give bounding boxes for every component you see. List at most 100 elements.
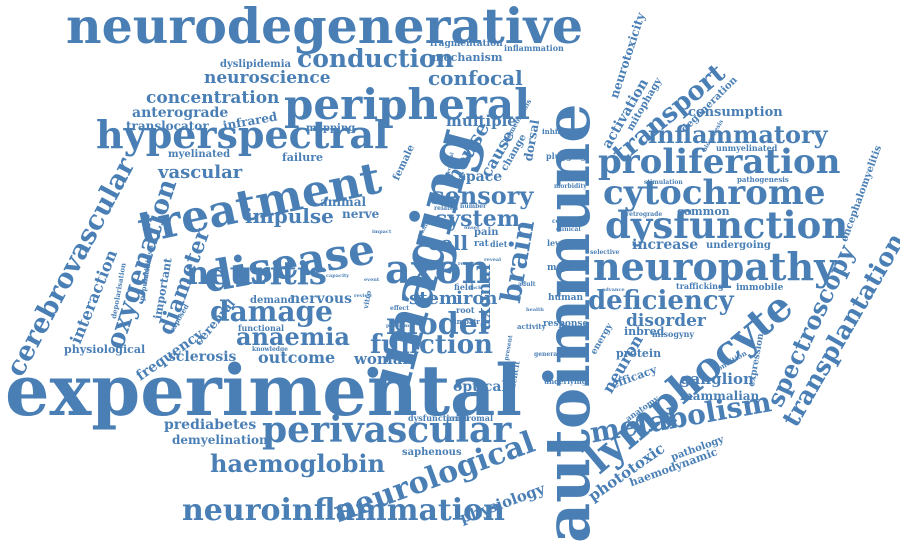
- word-physiological: physiological: [64, 343, 146, 356]
- word-axon: axon: [385, 246, 491, 293]
- word-function: function: [370, 330, 493, 360]
- word-adult: adult: [518, 281, 536, 288]
- word-saphenous: saphenous: [402, 447, 462, 458]
- word-impact: impact: [372, 229, 392, 235]
- word-clinical: clinical: [556, 226, 581, 233]
- word-inflammation: inflammation: [504, 43, 564, 53]
- word-deficiency: deficiency: [588, 286, 734, 316]
- word-impulse: impulse: [245, 204, 334, 228]
- word-mapping: mapping: [306, 123, 356, 134]
- word-correlate: correlate: [552, 218, 583, 225]
- word-review: review: [354, 293, 373, 299]
- word-retrograde: retrograde: [626, 211, 663, 218]
- word-animal: animal: [320, 195, 367, 209]
- word-outcome: outcome: [258, 348, 336, 367]
- word-number: number: [460, 203, 487, 210]
- word-activity: activity: [517, 322, 546, 331]
- word-root: root: [456, 305, 475, 315]
- word-disorder: disorder: [626, 311, 706, 331]
- word-functional: functional: [238, 323, 285, 333]
- word-human: human: [548, 293, 583, 303]
- word-common: common: [677, 205, 730, 218]
- word-effect: effect: [390, 305, 409, 312]
- word-pain: pain: [474, 227, 499, 238]
- word-neurodegenerative: neurodegenerative: [66, 0, 584, 55]
- word-increase: increase: [632, 237, 699, 253]
- word-advance: advance: [602, 287, 625, 293]
- word-mammalian: mammalian: [680, 389, 760, 403]
- word-knowledge: knowledge: [252, 346, 288, 353]
- word-underlying: underlying: [544, 377, 587, 386]
- word-misogyny: misogyny: [652, 329, 695, 339]
- word-damage: damage: [210, 295, 333, 328]
- word-reveal: reveal: [484, 257, 502, 263]
- word-vascular: vascular: [158, 162, 243, 183]
- word-stimulation: stimulation: [644, 179, 683, 186]
- word-experimental: experimental: [5, 349, 523, 432]
- word-capacity: capacity: [326, 273, 350, 279]
- word-rat: rat: [474, 239, 489, 249]
- word-neuroinflammation: neuroinflammation: [182, 493, 505, 528]
- word-lack: lack: [470, 285, 482, 291]
- word-stem: stem: [409, 288, 458, 309]
- word-translocator: translocator: [126, 119, 209, 133]
- word-hyperspectral: hyperspectral: [96, 112, 389, 157]
- word-optical: optical: [453, 379, 507, 395]
- word-health: health: [526, 307, 544, 313]
- word-model: model: [386, 307, 490, 342]
- word-sensory: sensory: [431, 181, 534, 210]
- word-anaemia: anaemia: [236, 322, 350, 351]
- word-diabetic: diabetic: [433, 181, 456, 187]
- word-demand: demand: [250, 295, 295, 306]
- word-inflammatory: inflammatory: [648, 120, 828, 149]
- word-system: system: [435, 206, 520, 232]
- word-nervous: nervous: [290, 291, 352, 307]
- word-proliferation: proliferation: [598, 142, 841, 182]
- word-neuroscience: neuroscience: [204, 68, 331, 88]
- word-ganglion: ganglion: [680, 370, 754, 388]
- word-fragmentation: fragmentation: [430, 39, 503, 49]
- word-demyelination: demyelination: [172, 433, 268, 447]
- word-anterograde: anterograde: [132, 105, 229, 121]
- word-nerve: nerve: [342, 207, 380, 221]
- word-iron: iron: [456, 288, 498, 309]
- word-failure: failure: [282, 151, 324, 164]
- word-diet: diet: [490, 239, 508, 249]
- word-confocal: confocal: [428, 66, 523, 90]
- word-haemoglobin: haemoglobin: [210, 449, 385, 478]
- word-pathogenesis: pathogenesis: [737, 175, 789, 184]
- word-major: major: [547, 263, 577, 273]
- word-result: result: [458, 261, 475, 267]
- word-related: related: [434, 205, 458, 212]
- word-dysfunctional: dysfunctional: [408, 413, 469, 423]
- word-loss: loss: [420, 259, 434, 266]
- word-field: field: [454, 282, 474, 292]
- word-prediabetes: prediabetes: [164, 417, 257, 433]
- word-dyslipidemia: dyslipidemia: [220, 59, 292, 70]
- word-cell: cell: [428, 231, 469, 255]
- word-problem: problem: [386, 323, 410, 329]
- word-consumption: consumption: [688, 105, 783, 120]
- word-dysfunction: dysfunction: [605, 203, 849, 247]
- word-cytochrome: cytochrome: [603, 173, 826, 213]
- word-protein: protein: [616, 347, 662, 360]
- word-perivascular: perivascular: [262, 409, 512, 451]
- word-encephalomyelitis: encephalomyelitis: [839, 144, 885, 244]
- word-plugging: plugging: [546, 151, 587, 161]
- word-multiple: multiple: [446, 112, 517, 130]
- word-space: space: [458, 169, 503, 185]
- word-response: response: [543, 319, 589, 329]
- word-conduction: conduction: [297, 44, 454, 73]
- word-mechanism: mechanism: [432, 51, 503, 64]
- word-immobile: immobile: [736, 283, 784, 293]
- word-undergoing: undergoing: [706, 240, 771, 251]
- word-inhibition: inhibition: [542, 127, 581, 136]
- word-onset: onset: [464, 225, 480, 231]
- word-event: event: [364, 277, 380, 283]
- word-level: level: [547, 238, 568, 248]
- word-inbred: inbred: [624, 325, 665, 338]
- word-myelinated: myelinated: [168, 149, 231, 160]
- word-neuritis: neuritis: [186, 254, 327, 292]
- word-trafficking: trafficking: [676, 281, 724, 291]
